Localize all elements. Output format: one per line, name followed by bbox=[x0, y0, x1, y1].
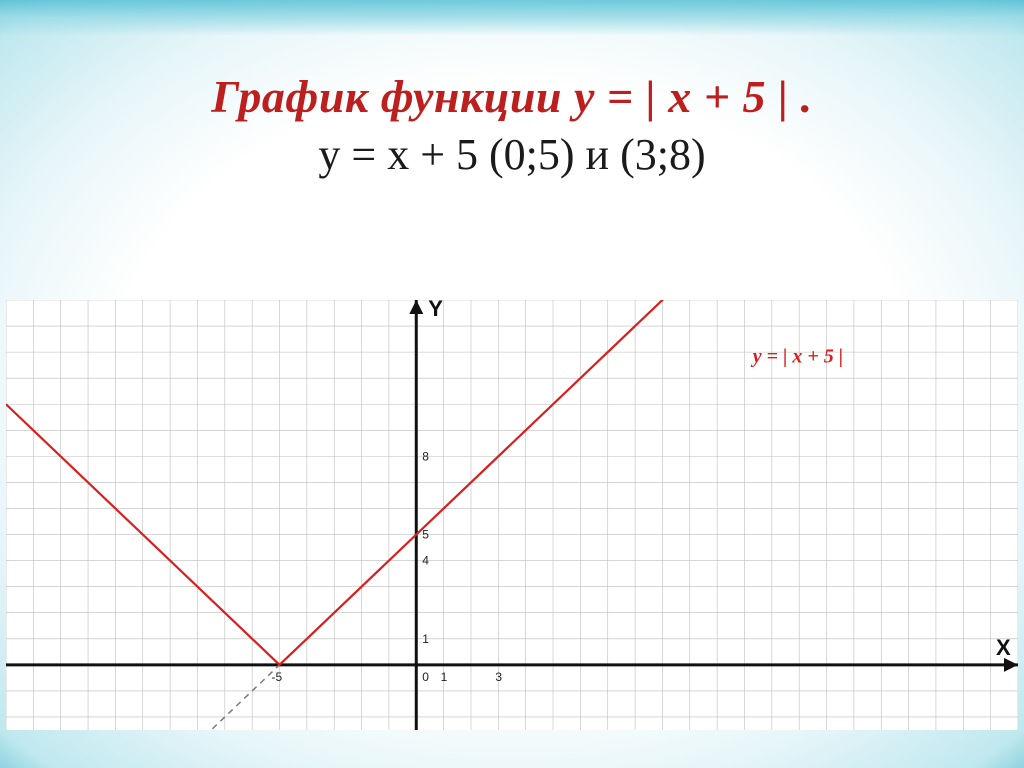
heading-block: График функции y = | x + 5 | . y = x + 5… bbox=[0, 70, 1024, 180]
svg-text:1: 1 bbox=[441, 670, 448, 684]
x-axis-label: X bbox=[996, 635, 1011, 660]
slide-title: График функции y = | x + 5 | . bbox=[0, 70, 1024, 123]
slide-subtitle: y = x + 5 (0;5) и (3;8) bbox=[0, 129, 1024, 180]
decorative-top-band bbox=[0, 0, 1024, 36]
chart-container: 1 4 5 8 1 3 -5 0 Y Xy = | x + 5 | bbox=[6, 300, 1018, 728]
svg-text:4: 4 bbox=[422, 554, 429, 568]
svg-text:0: 0 bbox=[422, 670, 429, 684]
svg-text:3: 3 bbox=[495, 670, 502, 684]
function-chart: 1 4 5 8 1 3 -5 0 Y Xy = | x + 5 | bbox=[6, 300, 1018, 730]
svg-text:8: 8 bbox=[422, 449, 429, 463]
svg-text:1: 1 bbox=[422, 632, 429, 646]
svg-text:5: 5 bbox=[422, 528, 429, 542]
y-axis-label: Y bbox=[428, 300, 443, 321]
svg-text:-5: -5 bbox=[272, 670, 283, 684]
slide-root: График функции y = | x + 5 | . y = x + 5… bbox=[0, 0, 1024, 768]
series-label: y = | x + 5 | bbox=[751, 346, 843, 368]
